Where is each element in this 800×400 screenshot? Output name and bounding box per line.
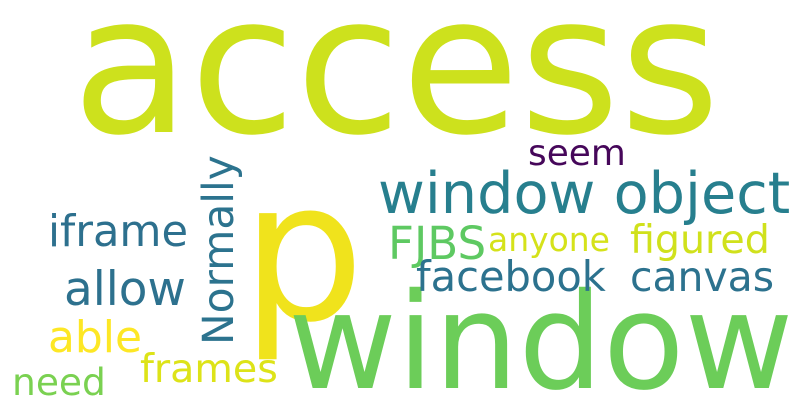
word-window: window: [288, 265, 794, 400]
word-fjbs: FJBS: [388, 216, 487, 270]
word-need: need: [12, 360, 106, 400]
word-access: access: [72, 0, 720, 178]
word-figured: figured: [630, 217, 770, 263]
word-seem: seem: [528, 133, 626, 174]
word-window-object: window object: [378, 159, 791, 227]
word-p: p: [241, 139, 365, 365]
word-iframe: iframe: [48, 206, 189, 257]
word-canvas: canvas: [630, 252, 775, 301]
word-frames: frames: [140, 346, 278, 392]
word-allow: allow: [64, 261, 186, 317]
word-normally: Normally: [194, 155, 243, 345]
word-anyone: anyone: [488, 219, 610, 259]
word-able: able: [48, 312, 142, 363]
word-facebook: facebook: [416, 252, 606, 301]
